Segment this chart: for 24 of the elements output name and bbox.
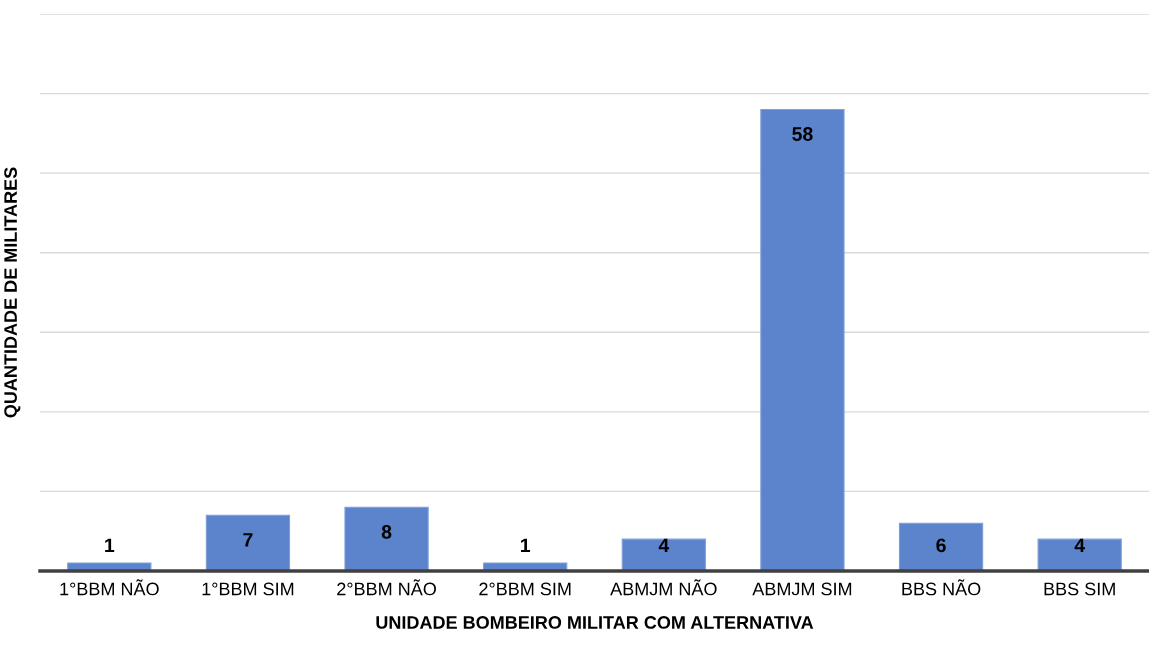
x-tick-label: 1°BBM SIM [202,582,294,596]
data-label: 1 [105,538,115,553]
data-label: 8 [381,524,392,539]
y-axis-title: QUANTIDADE DE MILITARES [4,167,21,418]
bar [621,538,706,571]
x-axis-title: UNIDADE BOMBEIRO MILITAR COM ALTERNATIVA [376,616,814,629]
bar [1037,538,1122,571]
data-label: 4 [658,538,670,553]
data-label: 58 [792,127,813,141]
x-tick-label: 2°BBM NÃO [337,579,436,596]
data-label: 6 [936,538,946,553]
data-label: 4 [1074,538,1085,553]
x-tick-label: BBS SIM [1044,582,1115,596]
x-tick-label: 1°BBM NÃO [60,579,159,596]
bar [344,506,429,571]
bar [898,522,984,571]
x-tick-label: 2°BBM SIM [479,582,571,596]
x-tick-label: BBS NÃO [902,579,981,596]
bar [760,108,845,571]
bar [205,514,291,571]
data-label: 1 [521,538,531,553]
data-label: 7 [243,533,253,547]
x-tick-label: ABMJM NÃO [610,579,717,596]
x-tick-label: ABMJM SIM [752,582,852,596]
